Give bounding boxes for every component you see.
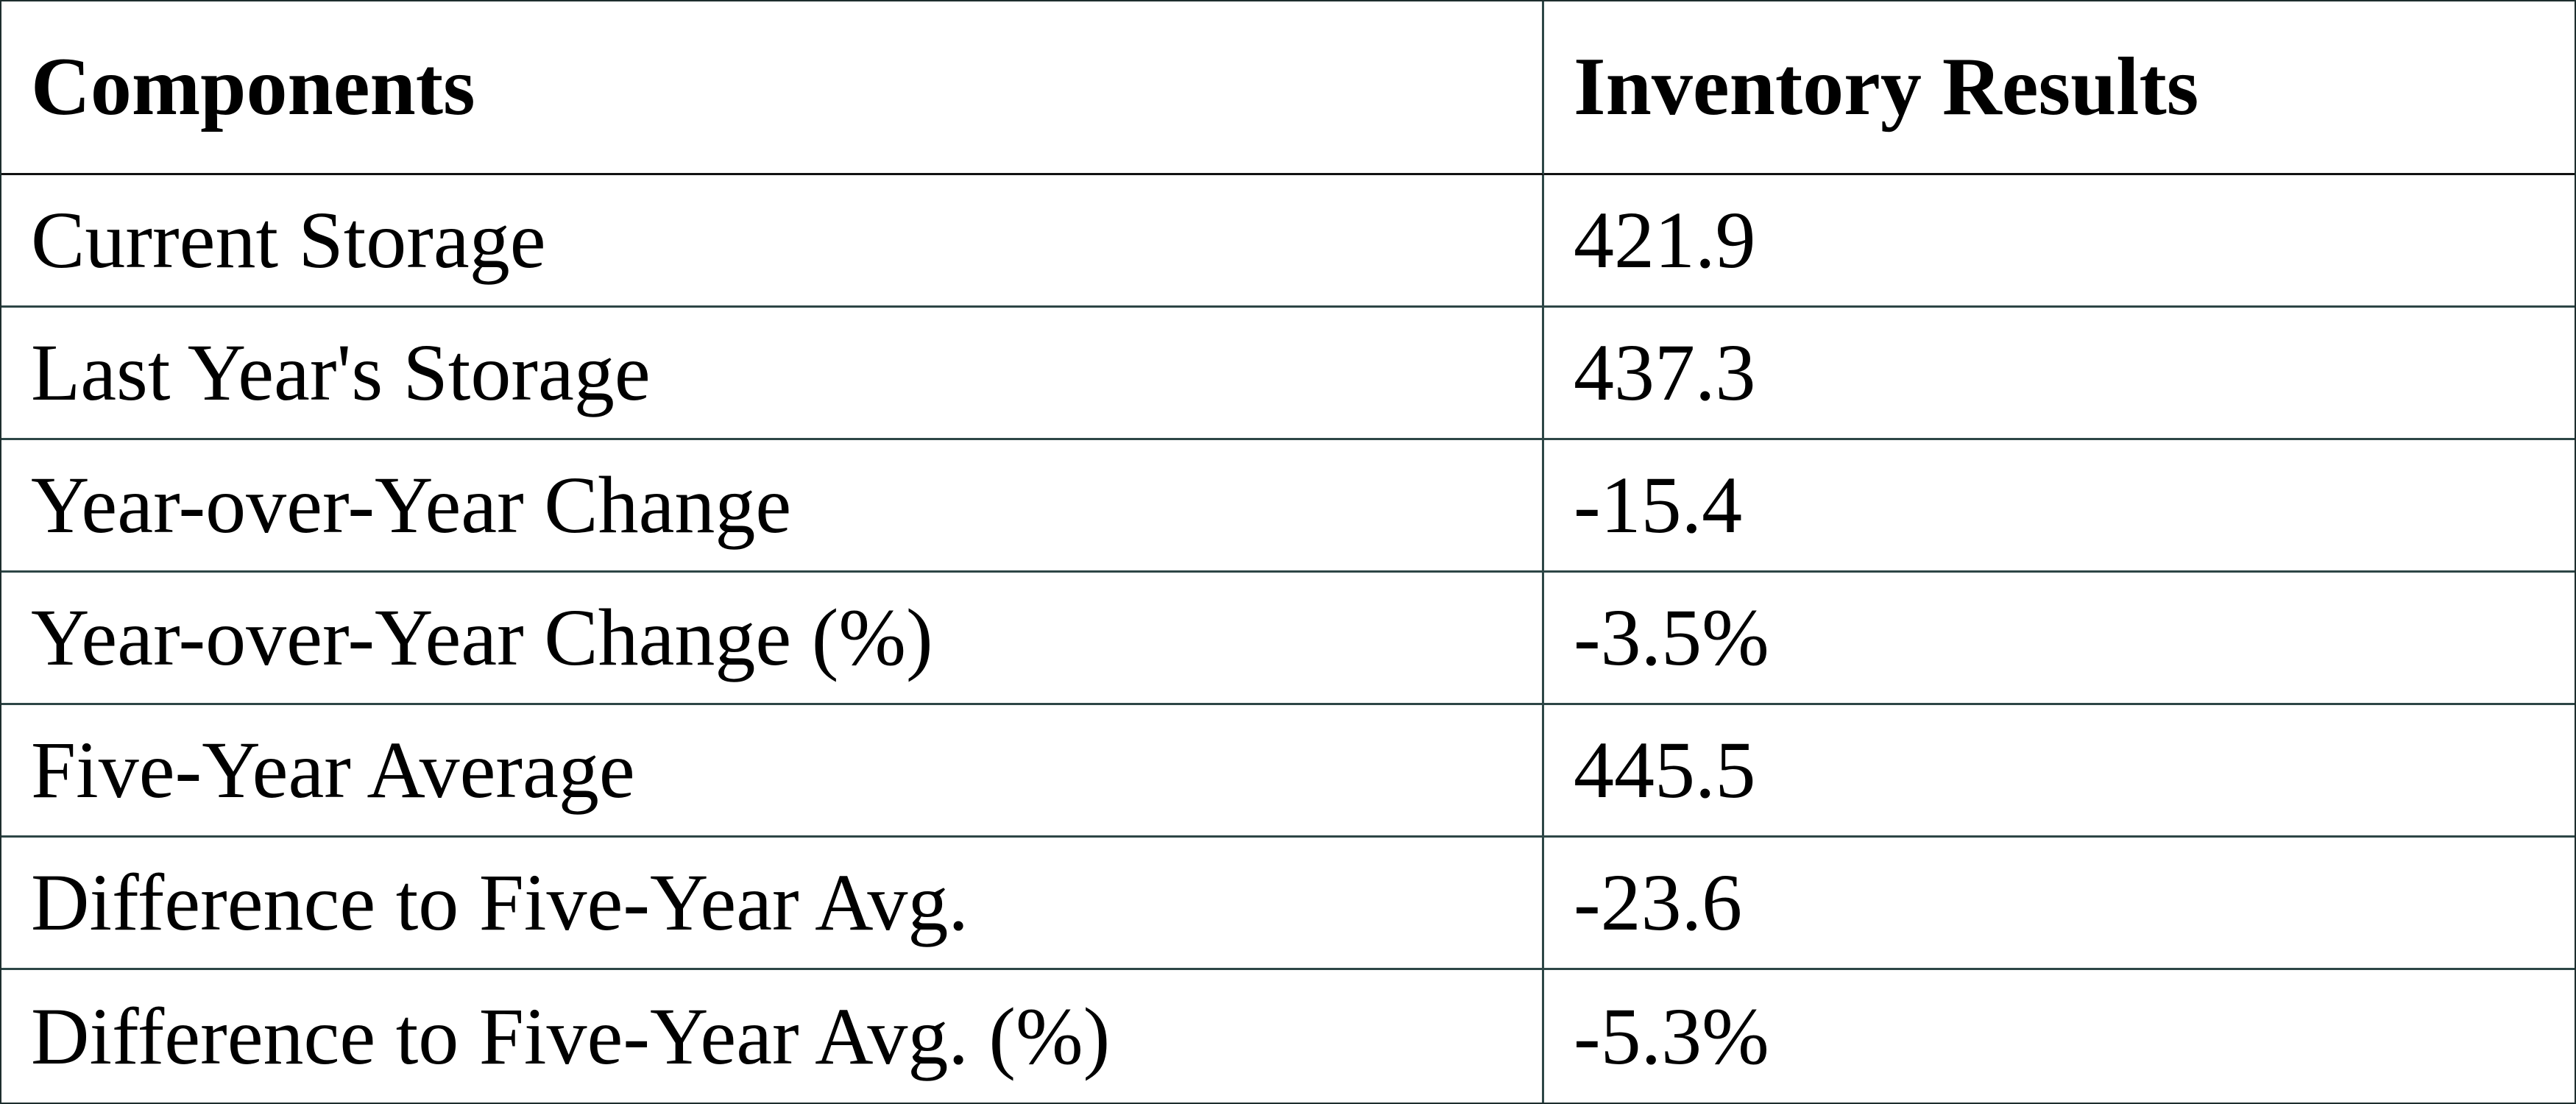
component-cell: Year-over-Year Change (%) (1, 573, 1544, 705)
component-cell: Last Year's Storage (1, 308, 1544, 440)
component-cell: Difference to Five-Year Avg. (1, 838, 1544, 970)
result-cell: -3.5% (1544, 573, 2575, 705)
result-cell: -5.3% (1574, 991, 1769, 1081)
component-cell: Five-Year Average (1, 705, 1544, 838)
result-cell: -15.4 (1544, 440, 2575, 573)
result-cell: -23.6 (1544, 838, 2575, 970)
component-cell: Difference to Five-Year Avg. (%) (1, 970, 1544, 1103)
component-cell: Year-over-Year Change (1, 440, 1544, 573)
result-cell: 421.9 (1544, 175, 2575, 308)
component-cell: Current Storage (1, 175, 1544, 308)
header-cell: Components (1, 1, 1544, 175)
result-cell: 445.5 (1544, 705, 2575, 838)
result-cell: 437.3 (1544, 308, 2575, 440)
header-cell: Inventory Results (1544, 1, 2575, 175)
